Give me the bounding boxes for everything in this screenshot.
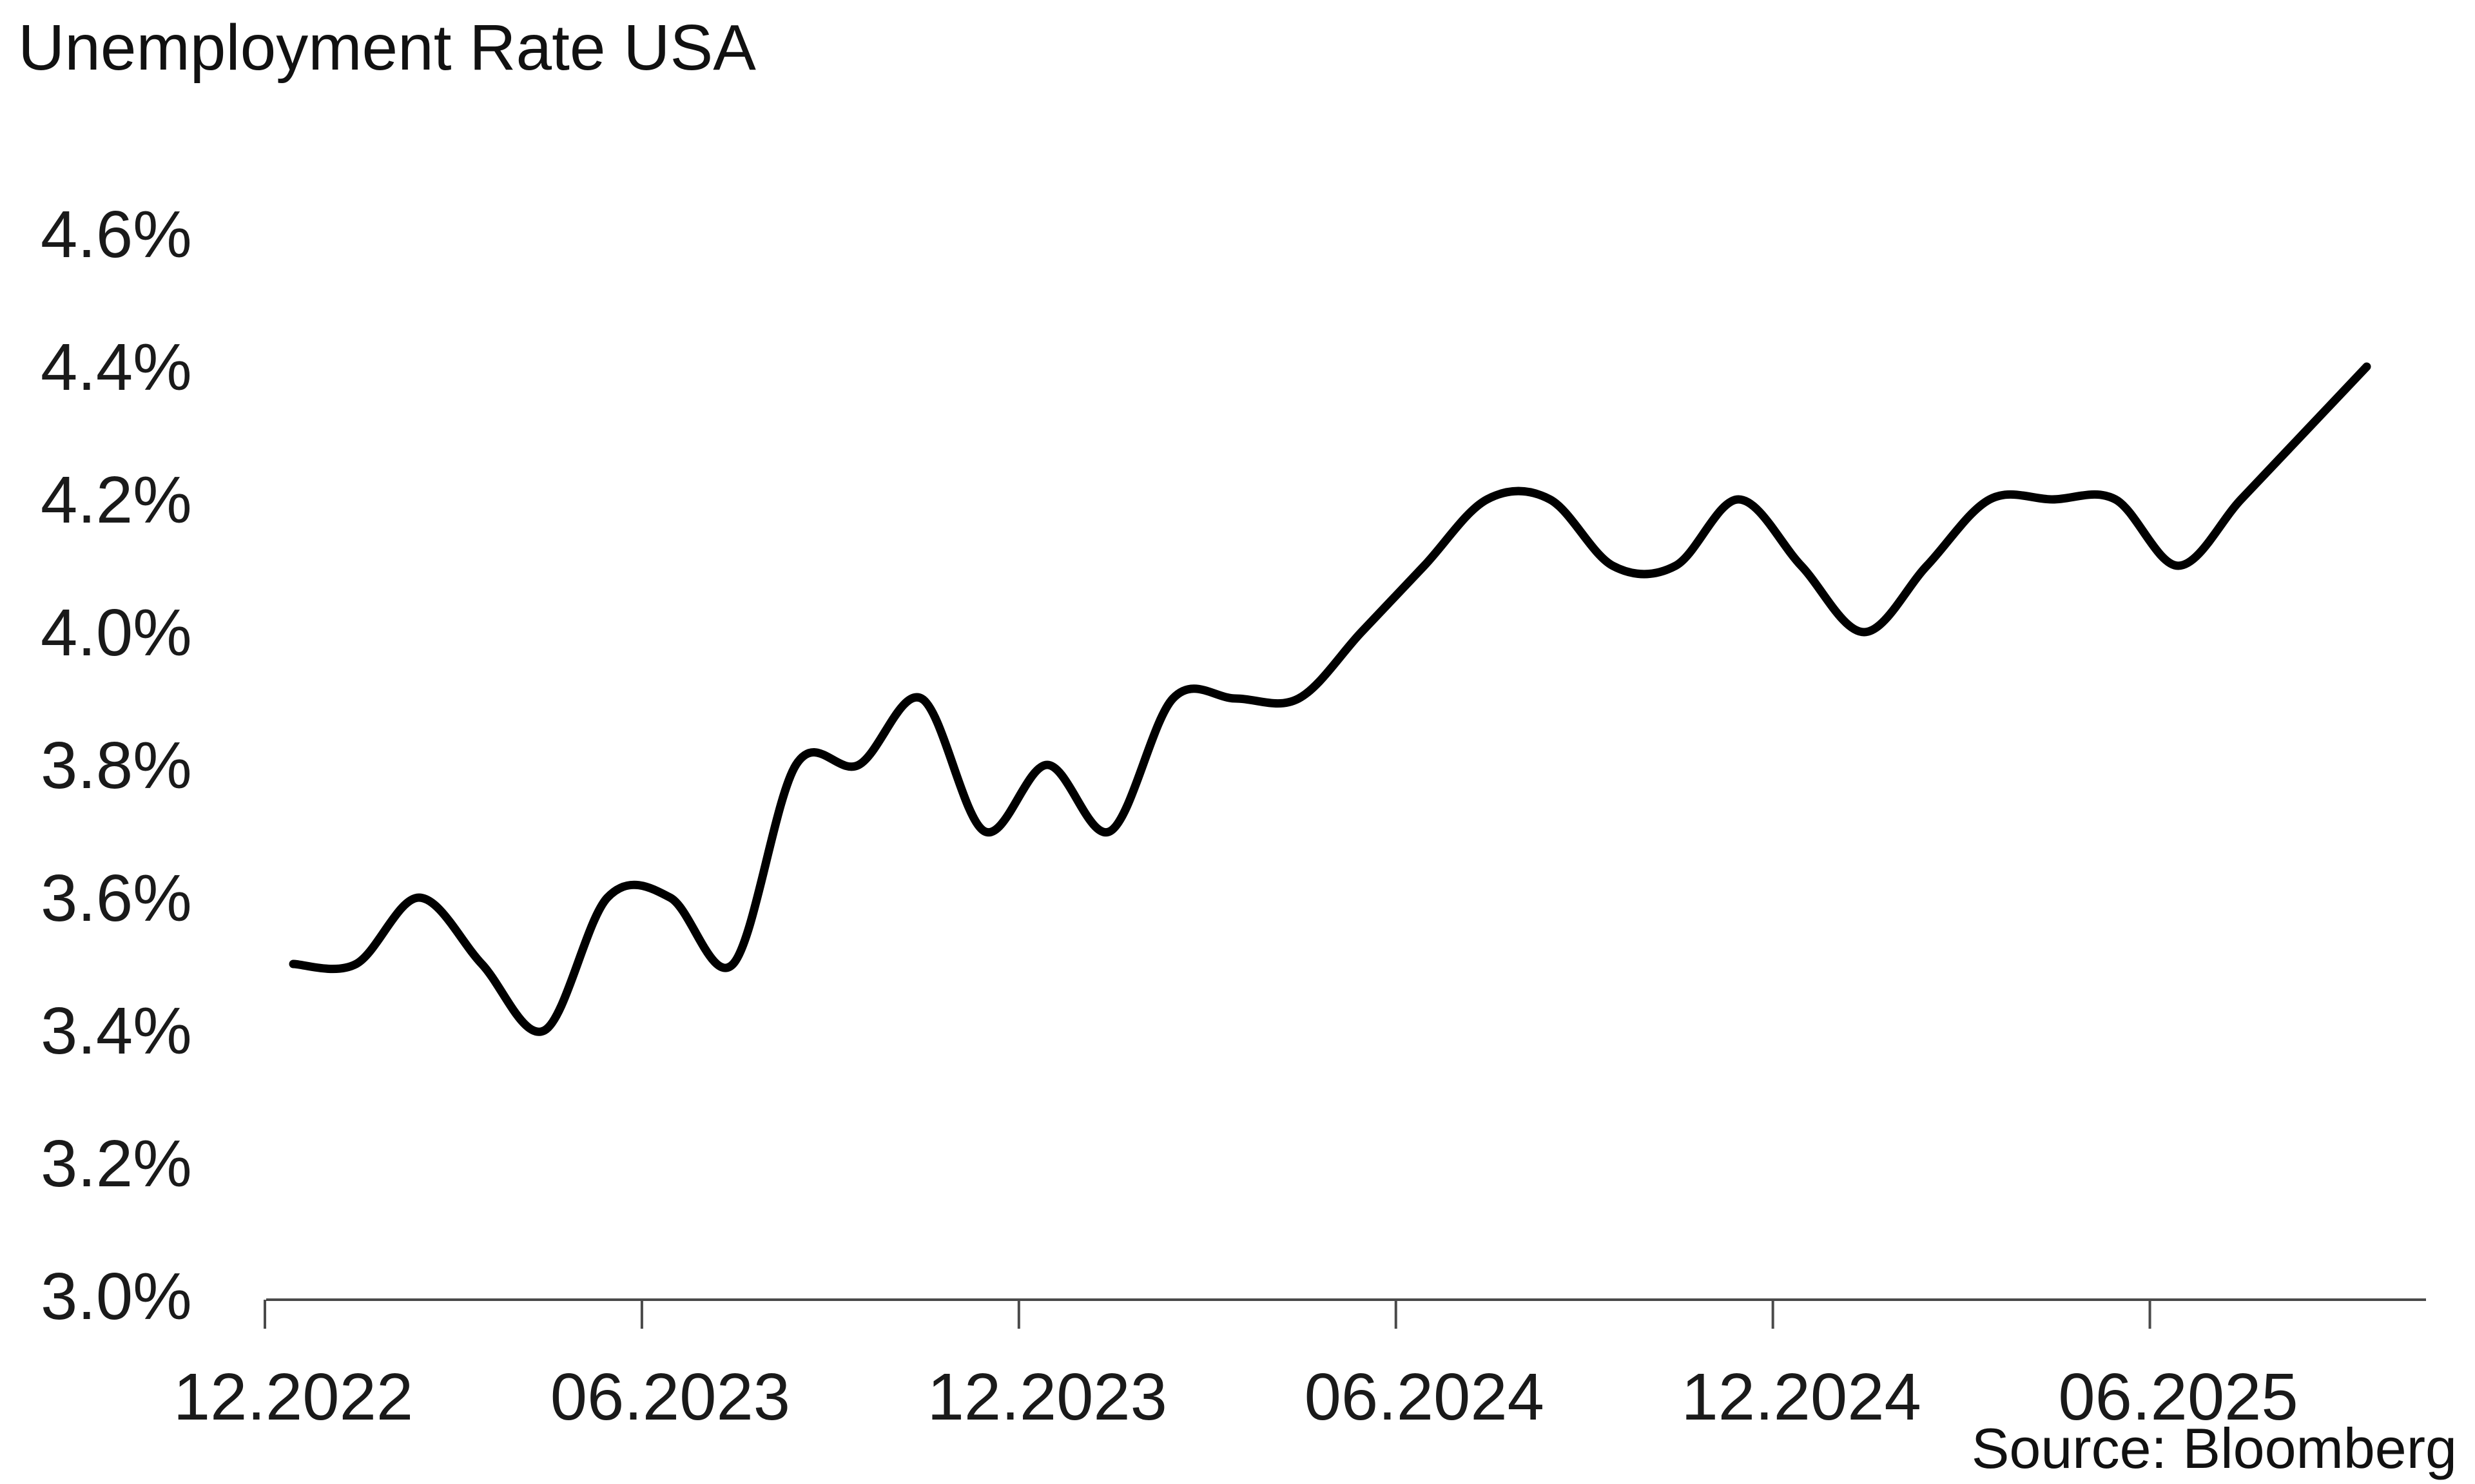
y-axis-tick-label: 3.6% [41,861,192,935]
y-axis-labels: 4.6% 4.4% 4.2% 4.0% 3.8% 3.6% 3.4% 3.2% 3.0% [41,197,192,1333]
x-axis-tick-label: 06.2025 [2058,1360,2298,1434]
x-axis-ticks [264,1300,2151,1329]
source-caption: Source: Bloomberg [1972,1416,2457,1480]
x-axis-tick-label: 06.2023 [550,1360,790,1434]
y-axis-tick-label: 3.2% [41,1126,192,1200]
x-axis-tick-label: 12.2023 [927,1360,1167,1434]
x-axis-tick-labels: 12.2022 06.2023 12.2023 06.2024 12.2024 06.20… [173,1360,2298,1434]
x-axis-tick-label: 12.2024 [1681,1360,1921,1434]
y-axis-tick-label: 4.0% [41,595,192,670]
unemployment-line [289,362,2371,1036]
y-axis-tick-label: 3.8% [41,728,192,802]
y-axis-tick-label: 4.6% [41,197,192,271]
x-axis: 12.2022 06.2023 12.2023 06.2024 12.2024 06.20… [173,1298,2426,1434]
y-axis-tick-label: 4.2% [41,463,192,537]
x-axis-tick-label: 12.2022 [173,1360,413,1434]
x-axis-tick-label: 06.2024 [1305,1360,1544,1434]
y-axis-tick-label: 4.4% [41,330,192,404]
y-axis-tick-label: 3.4% [41,994,192,1068]
y-axis-tick-label: 3.0% [41,1259,192,1333]
chart-title: Unemployment Rate USA [18,12,756,84]
